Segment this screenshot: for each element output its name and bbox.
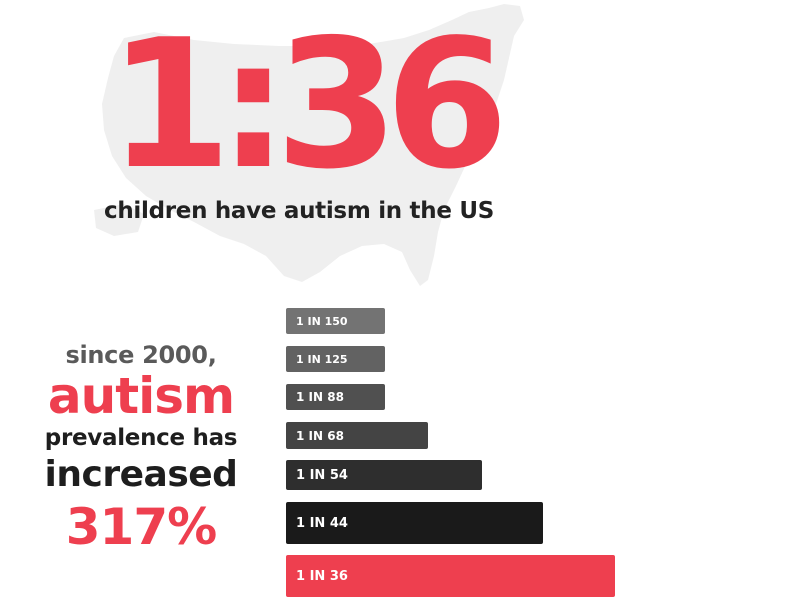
bar-label-6: 1 IN 44	[296, 515, 348, 531]
headline-ratio: 1:36	[108, 1, 509, 208]
side-text-line-4: increased	[44, 454, 238, 495]
bar-label-1: 1 IN 150	[296, 314, 348, 328]
side-text-line-1: since 2000,	[65, 341, 217, 369]
bar-label-5: 1 IN 54	[296, 467, 348, 483]
side-text-line-3: prevalence has	[44, 425, 238, 451]
bar-5: 1 IN 54	[286, 460, 482, 490]
headline-subtitle: children have autism in the US	[104, 198, 494, 224]
bar-label-3: 1 IN 88	[296, 390, 344, 404]
bar-label-7: 1 IN 36	[296, 568, 348, 584]
bar-label-4: 1 IN 68	[296, 428, 344, 443]
bar-label-2: 1 IN 125	[296, 352, 348, 366]
us-map-background	[94, 4, 524, 286]
bar-6: 1 IN 44	[286, 502, 543, 544]
side-text-line-2: autism	[47, 367, 235, 425]
bar-2: 1 IN 125	[286, 346, 385, 372]
bar-1: 1 IN 150	[286, 308, 385, 334]
bar-4: 1 IN 68	[286, 422, 428, 449]
bar-3: 1 IN 88	[286, 384, 385, 410]
bar-7: 1 IN 36	[286, 555, 615, 597]
side-text-block: since 2000, autism prevalence has increa…	[10, 340, 272, 558]
side-text-line-5: 317%	[65, 498, 217, 556]
